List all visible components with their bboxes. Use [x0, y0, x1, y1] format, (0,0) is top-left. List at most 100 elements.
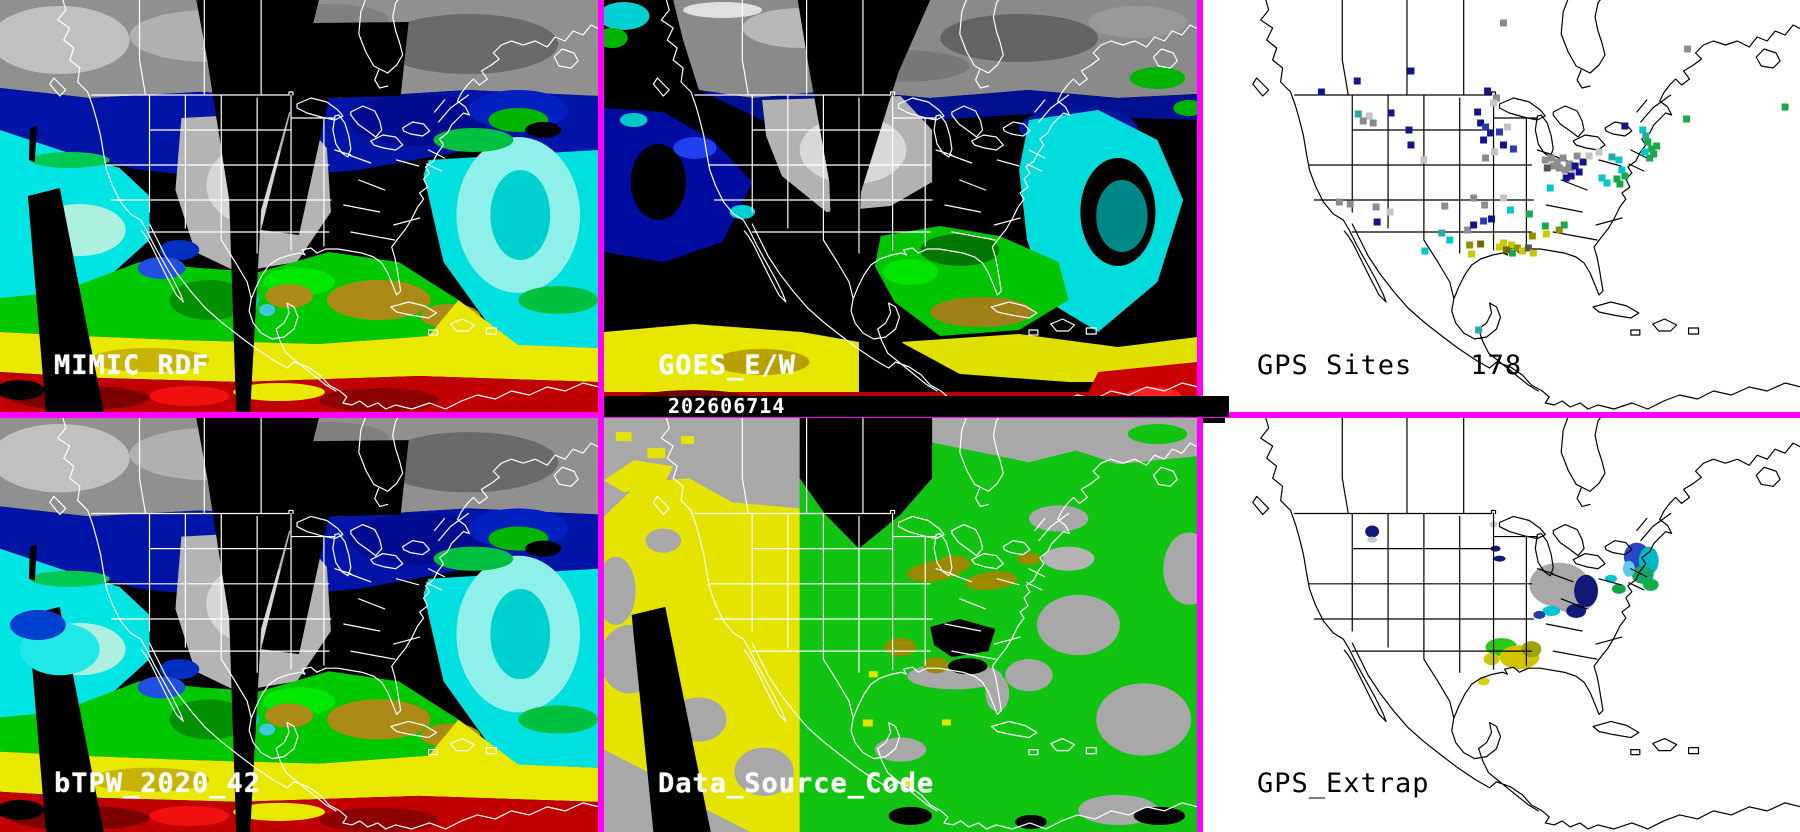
gps-site-dot — [1547, 154, 1555, 162]
gps-sites-count: 178 — [1470, 350, 1523, 381]
gps-site-dot — [1529, 249, 1537, 257]
gps-site-dot — [1372, 203, 1380, 211]
gps-site-dot — [1528, 232, 1536, 240]
gps-site-dot — [1621, 122, 1629, 130]
gps-site-dot — [1481, 201, 1489, 209]
gps-site-dot — [1648, 145, 1656, 153]
gps-site-dot — [1525, 210, 1533, 218]
gps-site-dot — [1579, 158, 1587, 166]
gps-site-dot — [1475, 326, 1483, 334]
gps-site-dot — [1488, 215, 1496, 223]
gps-site-dot — [1613, 175, 1621, 183]
gps-site-dot — [1562, 174, 1570, 182]
gps-site-dot — [1553, 158, 1561, 166]
gps-site-dot — [1646, 154, 1654, 162]
btpw-field-image — [0, 418, 598, 832]
gps-site-dot — [1567, 172, 1575, 180]
gps-site-dot — [1496, 128, 1503, 136]
gps-site-dot — [1608, 153, 1616, 161]
panel-gps-extrap: GPS_Extrap — [1203, 418, 1800, 832]
gps-site-dot — [1441, 202, 1449, 210]
gps-site-dot — [1684, 45, 1692, 53]
gps-site-dot — [1559, 154, 1567, 162]
gps-site-dot — [1618, 166, 1626, 174]
gps-site-dot — [1653, 142, 1661, 150]
gps-site-dot — [1555, 164, 1563, 172]
gps-site-dot — [1518, 247, 1526, 255]
gps-site-dot — [1346, 200, 1354, 208]
gps-site-dot — [1555, 226, 1563, 234]
gps-sites-map-image — [1252, 0, 1800, 410]
gps-site-dot — [1480, 217, 1488, 225]
gps-site-dot — [1565, 160, 1573, 168]
gps-site-dot — [1477, 119, 1485, 127]
gps-site-dot — [1365, 112, 1373, 120]
gps-site-dot — [1567, 164, 1575, 172]
gps-site-dot — [1524, 244, 1532, 252]
panel-data-source: Data_Source_Code — [604, 418, 1197, 832]
gps-site-dot — [1598, 174, 1606, 182]
gps-site-dot — [1470, 221, 1478, 229]
gps-site-dot — [1642, 132, 1650, 140]
gps-site-dot — [1474, 108, 1482, 116]
timestamp-text: 202606714 — [668, 394, 786, 418]
gps-site-dot — [1595, 148, 1603, 156]
gps-site-dot — [1549, 162, 1557, 170]
gps-site-dot — [1482, 154, 1490, 162]
gps-site-dot — [1484, 87, 1492, 95]
gps-site-dot — [1487, 129, 1495, 137]
panel-goes: GOES_E/W — [604, 0, 1197, 412]
gps-site-dot — [1500, 194, 1507, 202]
panel-btpw: bTPW_2020_42 — [0, 418, 598, 832]
gps-site-dot — [1500, 19, 1507, 27]
timestamp-bar: 202606714 — [604, 396, 1229, 417]
gps-site-dot — [1477, 240, 1485, 248]
gps-site-dot — [1543, 164, 1551, 172]
gps-site-dot — [1354, 110, 1362, 118]
gps-site-dot — [1603, 179, 1611, 187]
gps-site-dot — [1546, 184, 1554, 192]
gps-extrap-label: GPS_Extrap — [1257, 768, 1430, 799]
gps-site-dot — [1644, 138, 1652, 146]
gps-site-dot — [1335, 198, 1343, 206]
data-source-field-image — [604, 418, 1197, 832]
mimic-label: MIMIC RDF — [54, 350, 210, 381]
gps-sites-map-outline — [1252, 0, 1800, 410]
gps-site-dot — [1464, 226, 1472, 234]
mimic-field-image — [0, 0, 598, 412]
gps-site-dot — [1575, 168, 1583, 176]
gps-site-dot — [1573, 152, 1581, 160]
gps-site-dot — [1387, 109, 1395, 117]
gps-site-dot — [1466, 241, 1474, 249]
gps-site-dot — [1641, 148, 1649, 156]
gps-site-dot — [1373, 218, 1381, 226]
gps-site-dot — [1407, 67, 1415, 75]
gps-site-dot — [1500, 239, 1507, 247]
gps-site-dot — [1420, 156, 1428, 164]
gps-site-dot — [1317, 88, 1325, 96]
gps-site-dot — [1353, 77, 1361, 85]
gps-site-dot — [1500, 141, 1507, 149]
gps-extrap-map-image — [1252, 418, 1800, 830]
gps-site-dot — [1615, 156, 1623, 164]
gps-site-dot — [1468, 250, 1476, 258]
gps-site-dot — [1405, 126, 1413, 134]
gps-site-dot — [1585, 152, 1593, 160]
gps-site-dot — [1502, 246, 1510, 254]
goes-field-image — [604, 0, 1197, 412]
gps-site-dot — [1616, 180, 1624, 188]
gps-site-dot — [1513, 244, 1521, 252]
gps-site-dot — [1509, 145, 1517, 153]
gps-site-dot — [1507, 241, 1515, 249]
gps-site-dot — [1480, 136, 1488, 144]
gps-site-dot — [1491, 148, 1499, 156]
gps-site-dot — [1560, 221, 1568, 229]
gps-site-dot — [1639, 126, 1647, 134]
gps-site-dot — [1541, 222, 1549, 230]
data-source-label: Data_Source_Code — [658, 768, 935, 799]
gps-site-dot — [1493, 94, 1501, 102]
gps-site-dot — [1490, 99, 1498, 107]
goes-label: GOES_E/W — [658, 350, 797, 381]
gps-site-dot — [1496, 243, 1503, 251]
gps-site-dot — [1407, 141, 1415, 149]
